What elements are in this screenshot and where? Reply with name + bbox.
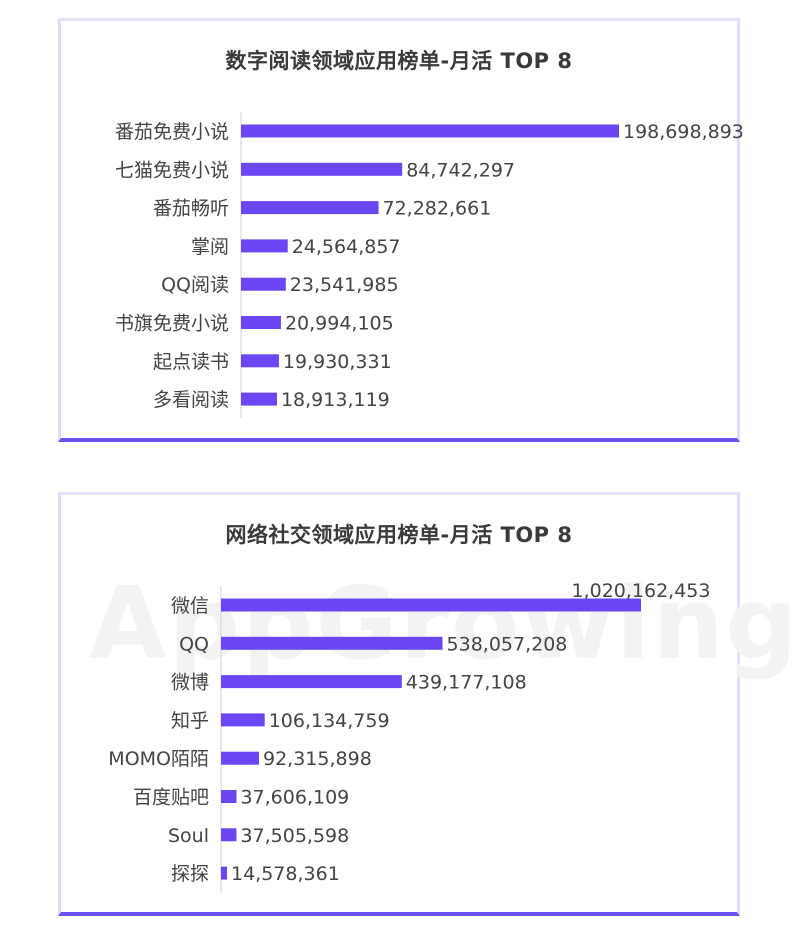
category-label: 书旗免费小说 — [115, 313, 229, 335]
bar — [221, 598, 641, 612]
value-label: 18,913,119 — [281, 389, 390, 411]
value-label: 198,698,893 — [623, 121, 744, 143]
category-label: MOMO陌陌 — [108, 748, 209, 770]
value-label: 538,057,208 — [447, 633, 568, 655]
category-label: 七猫免费小说 — [115, 159, 229, 181]
value-label: 19,930,331 — [283, 351, 392, 373]
value-label: 1,020,162,453 — [571, 580, 710, 602]
chart-title: 数字阅读领域应用榜单-月活 TOP 8 — [225, 49, 573, 73]
bar — [241, 162, 403, 176]
bar — [221, 828, 237, 842]
chart-title: 网络社交领域应用榜单-月活 TOP 8 — [225, 523, 573, 547]
category-label: 掌阅 — [191, 236, 229, 258]
value-label: 37,505,598 — [240, 825, 349, 847]
reading-chart-panel: 数字阅读领域应用榜单-月活 TOP 8 番茄免费小说 198,698,893 七猫免… — [58, 18, 744, 442]
category-label: 番茄免费小说 — [115, 121, 229, 143]
category-label: 知乎 — [171, 710, 209, 732]
bar — [241, 201, 379, 215]
value-label: 23,541,985 — [290, 274, 399, 296]
value-label: 14,578,361 — [231, 863, 340, 885]
bar — [241, 316, 281, 329]
category-label: 百度贴吧 — [133, 787, 209, 809]
category-label: 起点读书 — [153, 351, 229, 373]
bar — [221, 866, 228, 880]
bar — [241, 277, 286, 291]
social-chart-panel: AppGrowing 网络社交领域应用榜单-月活 TOP 8 微信 1,020,1… — [58, 492, 797, 916]
value-label: 24,564,857 — [292, 236, 401, 258]
value-label: 72,282,661 — [383, 198, 492, 220]
value-label: 84,742,297 — [406, 159, 515, 181]
category-label: 多看阅读 — [153, 389, 229, 411]
bar — [241, 239, 288, 253]
category-label: 微博 — [171, 672, 209, 694]
category-label: 微信 — [171, 595, 209, 617]
bar — [221, 636, 443, 650]
bar — [241, 354, 279, 368]
social-bar-chart: 微信 1,020,162,453 QQ 538,057,208 微博 439,177,10… — [108, 580, 711, 893]
bar — [221, 790, 237, 803]
value-label: 37,606,109 — [240, 787, 349, 809]
bar — [241, 124, 619, 138]
category-label: QQ — [179, 633, 209, 655]
value-label: 439,177,108 — [406, 672, 527, 694]
value-label: 20,994,105 — [285, 313, 394, 335]
value-label: 106,134,759 — [269, 710, 390, 732]
value-label: 92,315,898 — [263, 748, 372, 770]
bar — [221, 675, 402, 689]
category-label: 番茄畅听 — [153, 198, 229, 220]
category-label: 探探 — [171, 863, 209, 885]
bar — [241, 392, 277, 406]
reading-bar-chart: 番茄免费小说 198,698,893 七猫免费小说 84,742,297 番茄畅听 72,… — [115, 111, 744, 419]
category-label: QQ阅读 — [161, 274, 229, 296]
bar — [221, 713, 265, 727]
category-label: Soul — [168, 825, 209, 847]
bar — [221, 751, 260, 765]
